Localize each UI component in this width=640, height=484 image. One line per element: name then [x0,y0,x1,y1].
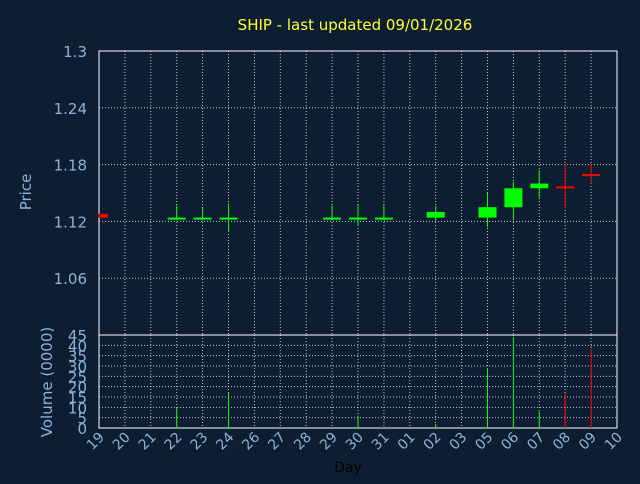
candle-body [426,211,445,218]
candle-body [582,174,601,177]
price-panel: 1.3 1.24 1.18 1.12 1.06 [54,43,618,336]
x-tick-label: 24 [213,429,237,453]
volume-tick-label: 30 [68,358,87,376]
candle-body [478,207,497,218]
volume-tick-label: 15 [68,389,87,407]
x-tick-label: 10 [602,430,626,454]
x-tick-label: 01 [395,430,419,454]
volume-tick-label: 20 [68,379,87,397]
x-tick-label: 06 [498,429,522,453]
price-tick-label: 1.24 [54,100,87,118]
candle-body [504,188,523,208]
volume-tick-label: 5 [77,410,87,428]
candle-body [530,183,549,189]
x-axis-label: Day [334,460,362,476]
x-tick-label: 26 [239,429,263,453]
candle-body [323,217,342,220]
chart-title: SHIP - last updated 09/01/2026 [238,16,473,34]
volume-axis-label: Volume (0000) [38,327,56,437]
volume-tick-label: 10 [68,399,87,417]
volume-tick-label: 35 [68,348,87,366]
x-tick-label: 23 [188,430,212,454]
x-axis: 19 20 21 22 23 24 26 27 28 29 30 31 01 02 03 05 06 07 08 09… [84,429,626,453]
price-axis-label: Price [17,174,35,211]
candle-body [374,217,393,220]
x-tick-label: 19 [84,430,108,454]
x-tick-label: 08 [550,430,574,454]
x-tick-label: 03 [447,430,471,454]
candle-body [556,186,575,189]
x-tick-label: 09 [576,430,600,454]
volume-tick-label: 25 [68,368,87,386]
price-tick-label: 1.18 [54,157,87,175]
x-tick-label: 07 [524,430,548,454]
candle-body [167,217,186,220]
price-tick-label: 1.12 [54,213,87,231]
x-tick-label: 29 [317,430,341,454]
x-tick-label: 05 [472,430,496,454]
price-tick-label: 1.3 [63,43,87,61]
x-tick-label: 30 [343,430,367,454]
x-tick-label: 31 [369,430,393,454]
candle-body [193,217,212,220]
x-tick-label: 28 [291,430,315,454]
volume-tick-label: 40 [68,337,87,355]
x-tick-label: 27 [265,430,289,454]
x-tick-label: 22 [162,430,186,454]
candle-body [349,217,367,220]
volume-tick-label: 45 [68,327,87,345]
x-tick-label: 21 [136,430,160,454]
candle-body [99,213,108,218]
x-tick-label: 20 [110,430,134,454]
volume-tick-label: 0 [77,420,87,438]
candle-body [219,217,238,220]
price-tick-label: 1.06 [54,270,87,288]
x-tick-label: 02 [421,430,445,454]
